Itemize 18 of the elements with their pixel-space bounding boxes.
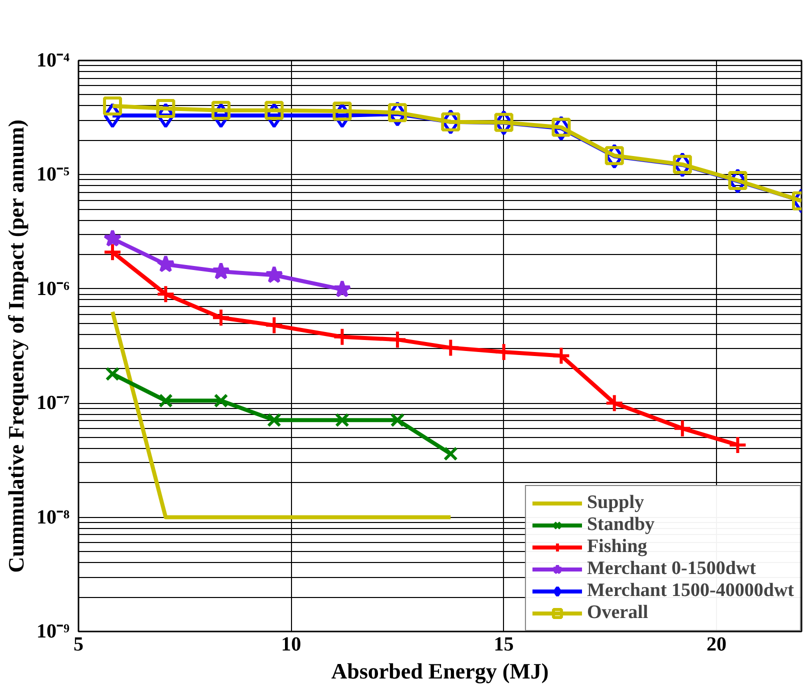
y-tick-label: 10⁻⁴ [36,50,70,72]
y-tick-label: 10⁻⁵ [36,164,70,186]
x-tick-label: 20 [706,634,726,656]
x-tick-label: 5 [74,634,84,656]
x-tick-label: 10 [281,634,302,656]
legend-label: Standby [586,514,655,536]
y-tick-label: 10⁻⁶ [36,278,70,300]
legend-label: Merchant 0-1500dwt [586,558,756,580]
y-tick-label: 10⁻⁸ [36,506,70,528]
y-tick-label: 10⁻⁷ [36,392,70,414]
x-tick-label: 15 [494,634,514,656]
legend-label: Fishing [586,536,648,558]
x-axis-title: Absorbed Energy (MJ) [331,658,549,684]
legend-label: Overall [586,602,648,624]
legend-label: Supply [586,492,644,514]
y-tick-label: 10⁻⁹ [36,620,70,642]
y-axis-title: Cummulative Frequency of Impact (per annum) [4,120,29,573]
legend-label: Merchant 1500-40000dwt [586,580,794,602]
